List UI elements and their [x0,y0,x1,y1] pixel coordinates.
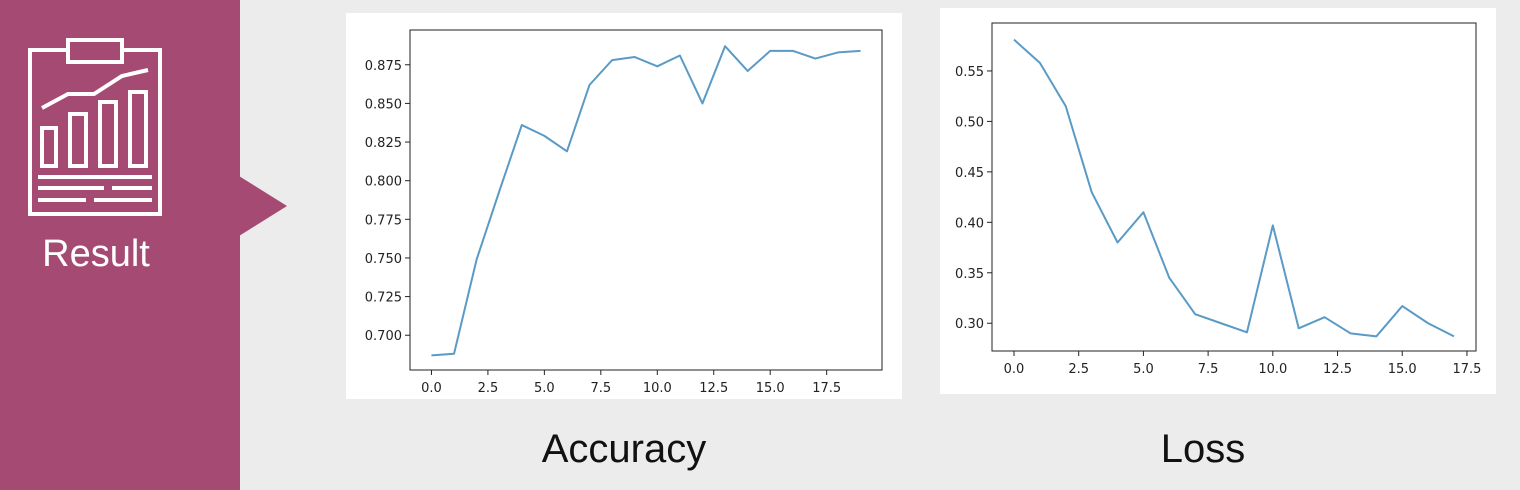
y-tick-label: 0.725 [365,291,402,306]
plot-frame [991,22,1477,352]
sidebar-label: Result [42,233,150,275]
x-tick-label: 12.5 [699,381,728,396]
x-tick-label: 10.0 [1258,362,1287,377]
accuracy-caption: Accuracy [541,427,707,471]
series-line [431,45,861,357]
y-tick-label: 0.825 [365,136,402,151]
y-tick-label: 0.50 [955,115,984,130]
sidebar: Result [0,0,240,490]
x-tick-label: 2.5 [1068,362,1089,377]
y-tick-label: 0.850 [365,97,402,112]
y-tick-label: 0.40 [955,216,984,231]
accuracy-chart-panel: 0.0 2.5 5.0 7.5 10.0 12.5 15.0 17.5 0.700 0.725 0.… [346,13,902,399]
y-tick-label: 0.750 [365,252,402,267]
x-tick-label: 2.5 [478,381,499,396]
x-tick-label: 0.0 [421,381,442,396]
loss-chart-panel: 0.0 2.5 5.0 7.5 10.0 12.5 15.0 17.5 0.30 0.35 0.40… [940,8,1496,394]
y-tick-label: 0.45 [955,166,984,181]
loss-line-chart: 0.0 2.5 5.0 7.5 10.0 12.5 15.0 17.5 0.30 0.35 0.40… [955,22,1481,377]
series-line [1013,38,1455,338]
x-tick-label: 10.0 [643,381,672,396]
x-tick-label: 5.0 [1133,362,1154,377]
loss-caption: Loss [1160,427,1246,471]
pointer-arrow [239,176,287,236]
plot-frame [409,29,883,371]
report-chart-icon [28,38,162,216]
x-tick-label: 7.5 [1198,362,1219,377]
y-tick-label: 0.700 [365,329,402,344]
x-tick-label: 7.5 [590,381,611,396]
x-tick-label: 17.5 [1452,362,1481,377]
y-tick-label: 0.55 [955,65,984,80]
y-tick-label: 0.30 [955,317,984,332]
y-tick-label: 0.875 [365,59,402,74]
accuracy-line-chart: 0.0 2.5 5.0 7.5 10.0 12.5 15.0 17.5 0.700 0.725 0.… [365,29,883,396]
y-tick-label: 0.775 [365,213,402,228]
x-tick-label: 17.5 [812,381,841,396]
x-tick-label: 15.0 [756,381,785,396]
y-tick-label: 0.35 [955,267,984,282]
x-tick-label: 0.0 [1004,362,1025,377]
y-tick-label: 0.800 [365,175,402,190]
x-tick-label: 5.0 [534,381,555,396]
x-tick-label: 15.0 [1388,362,1417,377]
x-tick-label: 12.5 [1323,362,1352,377]
